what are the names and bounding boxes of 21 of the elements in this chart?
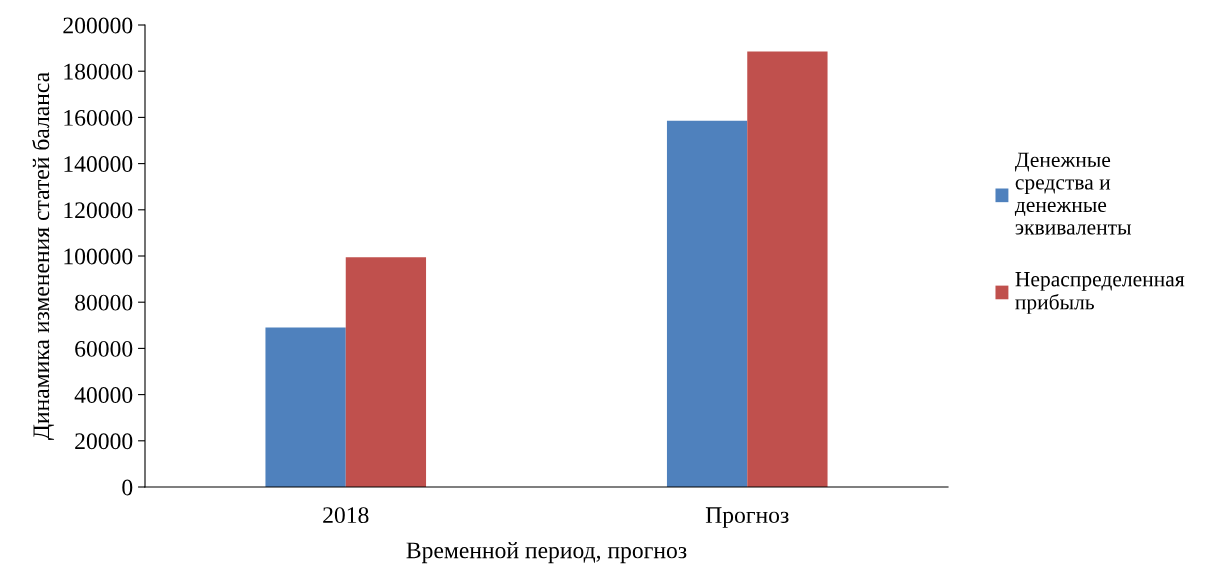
x-axis-title: Временной период, прогноз (406, 541, 687, 564)
bar (345, 257, 427, 487)
bar (265, 327, 346, 487)
legend-label: Нераспределенная прибыль (1015, 272, 1185, 314)
legend-label: Денежные средства и денежные эквиваленты (1014, 152, 1132, 235)
y-tick-label: 180000 (64, 63, 133, 80)
y-tick-label: 20000 (75, 433, 133, 450)
y-tick-label: 0 (122, 479, 133, 496)
y-tick-label: 100000 (64, 248, 133, 265)
y-tick-label: 120000 (64, 202, 133, 219)
x-tick-label: Прогноз (705, 507, 789, 528)
y-tick-label: 160000 (64, 109, 133, 126)
y-tick-label: 80000 (75, 294, 133, 311)
x-tick-label: 2018 (323, 507, 369, 524)
y-tick-label: 200000 (63, 17, 133, 34)
y-tick-label: 140000 (64, 156, 133, 173)
y-tick-label: 60000 (75, 340, 133, 357)
y-tick-label: 40000 (74, 387, 133, 404)
bar (666, 120, 748, 487)
y-axis-title: Динамика изменения статей баланса (32, 72, 55, 440)
bar (747, 51, 828, 487)
